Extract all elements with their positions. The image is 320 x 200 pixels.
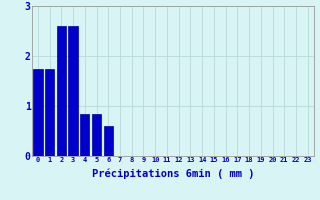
Bar: [45, 68, 54, 156]
Bar: [68, 26, 78, 156]
Bar: [57, 26, 66, 156]
X-axis label: Précipitations 6min ( mm ): Précipitations 6min ( mm ): [92, 169, 254, 179]
Bar: [80, 114, 90, 156]
Bar: [33, 68, 43, 156]
Bar: [104, 126, 113, 156]
Bar: [92, 114, 101, 156]
